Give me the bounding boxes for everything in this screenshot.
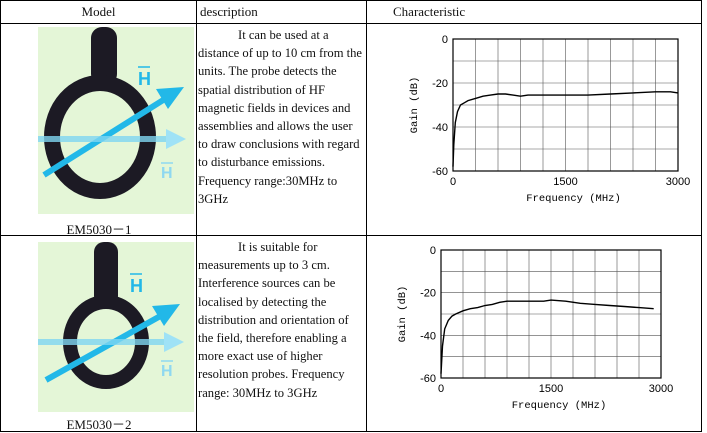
- characteristic-cell: 0 -20 -40 -60 0 1500 3000 Frequency (MHz) Gain (…: [366, 235, 702, 432]
- x-tick-label: 1500: [553, 176, 577, 188]
- y-tick-label: 0: [430, 245, 436, 257]
- x-tick-label: 0: [438, 383, 444, 395]
- model-name: EM5030－2: [66, 417, 132, 432]
- description-text: It is suitable for measurements up to 3 …: [198, 240, 349, 400]
- probe-loop-icon: H H: [38, 242, 184, 389]
- y-tick-label: -40: [420, 330, 436, 342]
- y-tick-label: -60: [432, 166, 448, 178]
- x-tick-label: 1500: [539, 383, 563, 395]
- header-model: Model: [0, 0, 197, 24]
- arrowhead-icon: [166, 129, 186, 149]
- x-tick-label: 3000: [666, 176, 690, 188]
- probe-image: H H: [38, 27, 194, 214]
- arrowhead-icon: [164, 332, 184, 352]
- y-axis-label: Gain (dB): [409, 77, 421, 134]
- field-arrow-diagonal: [44, 311, 166, 383]
- header-characteristic: Characteristic: [366, 0, 702, 24]
- x-axis-label: Frequency (MHz): [526, 193, 621, 205]
- description-cell: It can be used at a distance of up to 10…: [196, 23, 367, 236]
- plot-frame: [452, 38, 679, 172]
- arrowhead-icon: [152, 304, 180, 326]
- gain-series-line: [440, 299, 654, 374]
- plot-frame: [440, 249, 662, 379]
- y-axis-label: Gain (dB): [397, 286, 409, 343]
- field-label-h: H: [130, 276, 143, 296]
- x-axis-label: Frequency (MHz): [512, 400, 607, 412]
- table-row: H H EM5030－2 It is suitable for measurem…: [0, 235, 702, 432]
- arrowhead-icon: [156, 87, 184, 109]
- field-label-h: H: [161, 363, 173, 380]
- probe-handle: [94, 242, 118, 306]
- probe-handle: [91, 27, 117, 85]
- y-tick-label: -40: [432, 122, 448, 134]
- field-label-h: H: [138, 69, 151, 89]
- probe-image: H H: [38, 242, 194, 412]
- y-tick-label: -60: [420, 373, 436, 385]
- characteristic-cell: 0 -20 -40 -60 0 1500 3000 Frequency (MHz) Gain (…: [366, 23, 702, 236]
- header-description: description: [196, 0, 367, 24]
- x-tick-label: 0: [450, 176, 456, 188]
- field-label-h: H: [161, 165, 173, 182]
- y-tick-label: -20: [420, 288, 436, 300]
- model-name: EM5030－1: [66, 222, 132, 237]
- x-tick-label: 3000: [649, 383, 673, 395]
- model-cell: H H EM5030－2: [0, 235, 197, 432]
- description-text: It can be used at a distance of up to 10…: [198, 28, 363, 206]
- description-cell: It is suitable for measurements up to 3 …: [196, 235, 367, 432]
- model-cell: H H EM5030－1: [0, 23, 197, 237]
- y-tick-label: 0: [442, 34, 448, 46]
- probe-loop-icon: H H: [38, 27, 186, 199]
- y-tick-label: -20: [432, 78, 448, 90]
- gain-series-line: [452, 91, 679, 167]
- table-row: H H EM5030－1 It can be used at a distanc…: [0, 23, 702, 237]
- header-row: Model description Characteristic: [0, 0, 702, 24]
